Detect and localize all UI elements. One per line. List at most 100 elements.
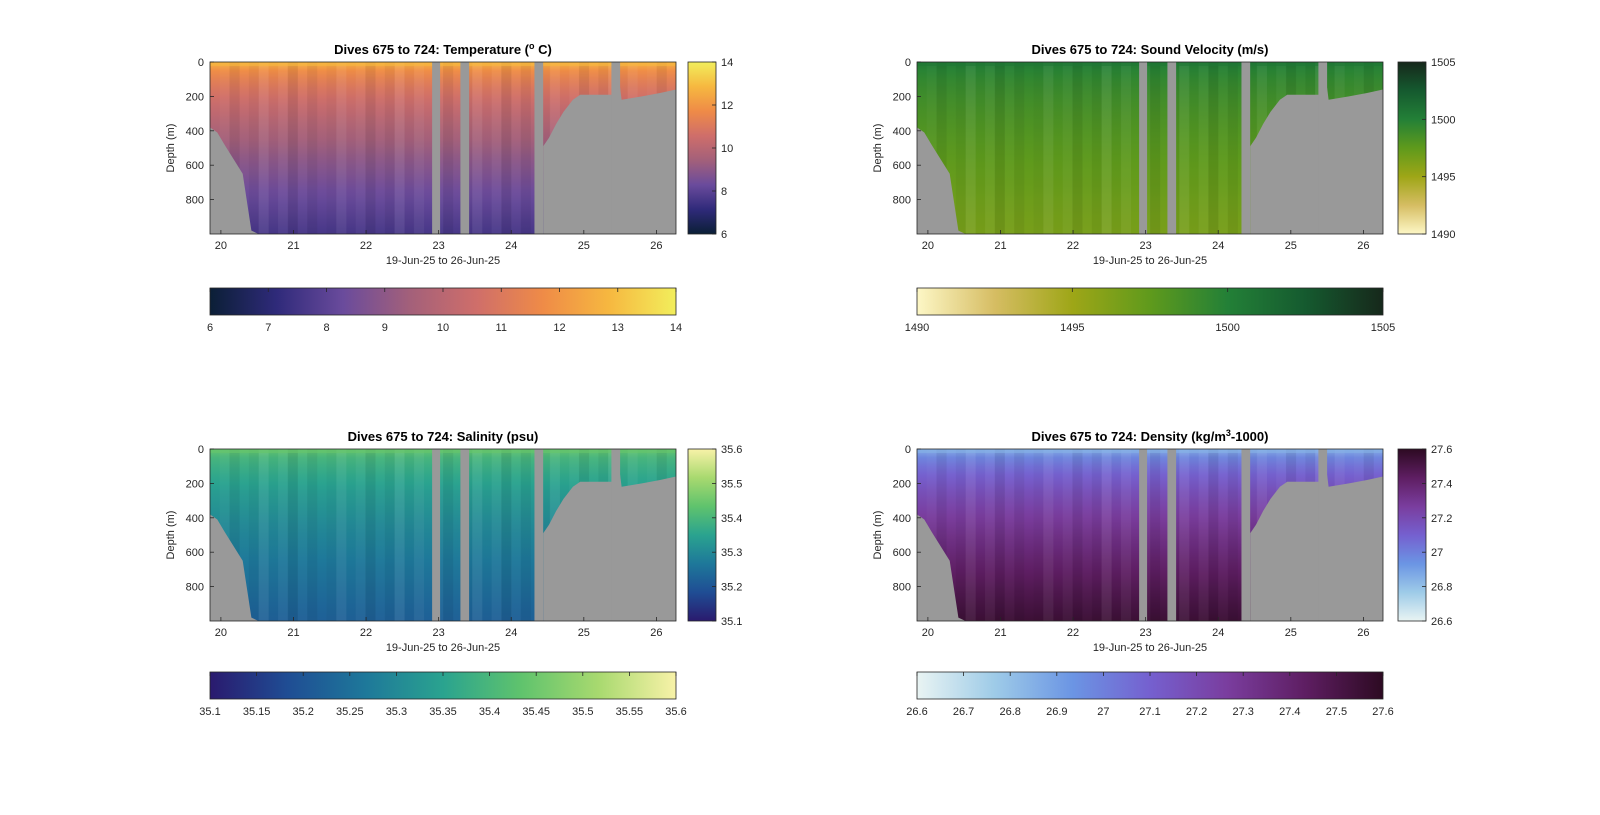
dive-column xyxy=(975,62,985,234)
chart-title: Dives 675 to 724: Salinity (psu) xyxy=(348,429,539,444)
dive-column xyxy=(268,62,278,234)
dive-column xyxy=(482,449,492,621)
colorbar-bottom-tick-label: 27.5 xyxy=(1326,706,1347,718)
dive-column xyxy=(1111,449,1121,621)
y-tick-label: 200 xyxy=(186,478,204,490)
y-tick-label: 600 xyxy=(893,547,911,559)
seafloor-mask xyxy=(917,87,1383,234)
dive-column xyxy=(984,449,996,621)
colorbar-bottom-tick-label: 35.2 xyxy=(292,706,313,718)
y-tick-label: 0 xyxy=(905,444,911,456)
x-axis-label: 19-Jun-25 to 26-Jun-25 xyxy=(1093,255,1207,267)
colorbar-tick-label: 26.6 xyxy=(1431,616,1452,628)
dive-column xyxy=(413,62,425,234)
colorbar-bottom-tick-label: 35.3 xyxy=(386,706,407,718)
colorbar-side xyxy=(687,61,717,235)
chart-title-end: -1000) xyxy=(1231,429,1269,444)
dive-column xyxy=(277,62,289,234)
data-gap xyxy=(1167,449,1177,621)
dive-column xyxy=(491,62,502,234)
dive-column xyxy=(1179,449,1190,621)
dive-column xyxy=(956,62,966,234)
y-axis-label: Depth (m) xyxy=(872,511,884,560)
dive-column xyxy=(365,62,376,234)
y-tick-label: 0 xyxy=(905,57,911,69)
dive-column xyxy=(297,449,307,621)
x-tick-label: 25 xyxy=(578,627,590,639)
chart-title-superscript: o xyxy=(529,41,535,51)
colorbar-bottom-tick-label: 35.45 xyxy=(522,706,550,718)
x-tick-label: 23 xyxy=(1140,240,1152,252)
y-tick-label: 800 xyxy=(186,582,204,594)
x-tick-label: 26 xyxy=(650,240,662,252)
colorbar-tick-label: 27.4 xyxy=(1431,478,1452,490)
dive-column xyxy=(384,62,395,234)
colorbar-tick-label: 14 xyxy=(721,57,733,69)
dive-column xyxy=(1034,62,1044,234)
dive-column xyxy=(443,449,454,621)
x-tick-label: 23 xyxy=(433,627,445,639)
dive-column xyxy=(1063,62,1073,234)
dive-column xyxy=(277,449,289,621)
surface-band xyxy=(917,62,1383,66)
dive-column xyxy=(307,62,318,234)
dive-column xyxy=(994,449,1005,621)
colorbar-bottom-tick-label: 35.55 xyxy=(616,706,644,718)
colorbar-bottom-tick-label: 13 xyxy=(612,322,624,334)
data-gap xyxy=(460,62,470,234)
y-tick-label: 200 xyxy=(893,478,911,490)
x-tick-label: 20 xyxy=(922,240,934,252)
dive-column xyxy=(1082,449,1092,621)
x-tick-label: 22 xyxy=(1067,240,1079,252)
colorbar-bottom-tick-label: 10 xyxy=(437,322,449,334)
colorbar-bottom-tick-label: 1505 xyxy=(1371,322,1395,334)
colorbar-bottom-tick-label: 35.5 xyxy=(572,706,593,718)
dive-column xyxy=(287,449,298,621)
colorbar-tick-label: 1490 xyxy=(1431,229,1455,241)
dive-column xyxy=(994,62,1005,234)
colorbar-bottom xyxy=(209,671,677,700)
x-tick-label: 26 xyxy=(1357,627,1369,639)
dive-column xyxy=(511,449,521,621)
surface-band xyxy=(210,62,676,66)
colorbar-bottom-tick-label: 7 xyxy=(265,322,271,334)
colorbar-bottom-tick-label: 35.4 xyxy=(479,706,500,718)
dive-column xyxy=(1024,62,1034,234)
colorbar-bottom-tick-label: 27.4 xyxy=(1279,706,1300,718)
colorbar-bottom-tick-label: 27.2 xyxy=(1186,706,1207,718)
dive-column xyxy=(956,449,966,621)
colorbar-tick-label: 27.2 xyxy=(1431,513,1452,525)
x-tick-label: 24 xyxy=(1212,627,1224,639)
dive-column xyxy=(965,449,976,621)
x-tick-label: 24 xyxy=(1212,240,1224,252)
colorbar-bottom-tick-label: 26.9 xyxy=(1046,706,1067,718)
colorbar-bottom-tick-label: 9 xyxy=(382,322,388,334)
data-gap xyxy=(1167,62,1177,234)
colorbar-tick-label: 26.8 xyxy=(1431,582,1452,594)
dive-column xyxy=(1091,62,1102,234)
chart-title-main: Dives 675 to 724: Temperature ( xyxy=(334,42,530,57)
colorbar-tick-label: 35.5 xyxy=(721,478,742,490)
plot-frame xyxy=(209,448,677,622)
colorbar-bottom-tick-label: 26.7 xyxy=(953,706,974,718)
dive-column xyxy=(1150,449,1161,621)
x-tick-label: 26 xyxy=(1357,240,1369,252)
data-gap xyxy=(1139,449,1148,621)
colorbar-side xyxy=(1397,448,1427,622)
dive-column xyxy=(984,62,996,234)
dive-column xyxy=(1150,62,1161,234)
dive-column xyxy=(268,449,278,621)
colorbar-tick-label: 8 xyxy=(721,186,727,198)
dive-column xyxy=(1043,62,1054,234)
chart-title-main: Dives 675 to 724: Salinity (psu) xyxy=(348,429,539,444)
y-tick-label: 200 xyxy=(893,91,911,103)
colorbar-bottom-tick-label: 11 xyxy=(496,322,507,334)
colorbar-tick-label: 35.1 xyxy=(721,616,742,628)
y-tick-label: 600 xyxy=(186,547,204,559)
dive-column xyxy=(1208,62,1219,234)
dive-column xyxy=(501,62,512,234)
colorbar-tick-label: 27.6 xyxy=(1431,444,1452,456)
dive-column xyxy=(1053,449,1063,621)
dive-column xyxy=(258,449,269,621)
